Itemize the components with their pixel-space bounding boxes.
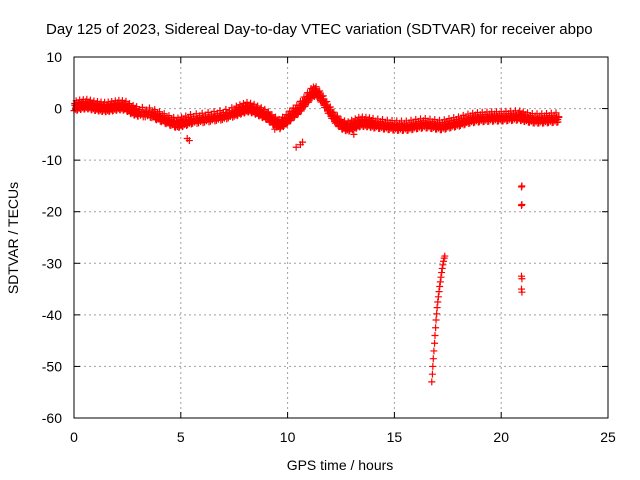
data-point: [145, 104, 153, 112]
data-point: [429, 355, 437, 363]
data-point: [439, 261, 447, 269]
axis-ticks: 0 5 10 15 20 25 10 0 -10 -20 -30 -40 -50 -60: [42, 49, 616, 445]
data-point: [436, 278, 444, 286]
data-point: [332, 113, 340, 121]
y-axis-label: SDTVAR / TECUs: [5, 182, 21, 294]
data-point: [432, 324, 440, 332]
data-point: [428, 378, 436, 386]
data-point: [518, 288, 526, 296]
data-point: [430, 347, 438, 355]
data-point: [292, 143, 300, 151]
data-point: [350, 130, 358, 138]
x-tick-label: 5: [177, 429, 185, 445]
data-points: [70, 83, 563, 386]
data-point: [435, 288, 443, 296]
data-point: [198, 109, 206, 117]
y-tick-label: -50: [42, 358, 62, 374]
data-point: [437, 273, 445, 281]
data-point: [160, 110, 168, 118]
y-tick-label: -40: [42, 307, 62, 323]
data-point: [267, 112, 275, 120]
data-point: [433, 304, 441, 312]
x-tick-label: 0: [70, 429, 78, 445]
data-point: [263, 109, 271, 117]
x-tick-label: 10: [280, 429, 296, 445]
data-point: [438, 269, 446, 277]
data-point: [333, 112, 341, 120]
data-point: [432, 316, 440, 324]
y-tick-label: 10: [46, 49, 62, 65]
data-point: [316, 87, 324, 95]
data-point: [185, 137, 193, 145]
data-point: [555, 113, 563, 121]
y-tick-label: -10: [42, 152, 62, 168]
data-point: [151, 106, 159, 114]
x-axis-label: GPS time / hours: [287, 457, 394, 473]
data-point: [81, 105, 89, 113]
x-tick-label: 25: [600, 429, 616, 445]
data-point: [431, 339, 439, 347]
data-point: [299, 138, 307, 146]
data-point: [276, 124, 284, 132]
data-point: [132, 109, 140, 117]
x-tick-label: 15: [387, 429, 403, 445]
data-point: [270, 115, 278, 123]
y-tick-label: -20: [42, 204, 62, 220]
data-point: [204, 108, 212, 116]
data-point: [518, 200, 526, 208]
plot-frame: [73, 56, 609, 419]
data-point: [138, 103, 146, 111]
data-point: [192, 110, 200, 118]
y-tick-label: -30: [42, 255, 62, 271]
data-point: [428, 370, 436, 378]
data-point: [434, 293, 442, 301]
data-point: [222, 105, 230, 113]
data-point: [319, 92, 327, 100]
data-point: [280, 121, 288, 129]
data-point: [518, 275, 526, 283]
data-point: [433, 310, 441, 318]
data-point: [431, 331, 439, 339]
data-point: [155, 108, 163, 116]
data-point: [434, 298, 442, 306]
data-point: [552, 109, 560, 117]
data-point: [216, 107, 224, 115]
data-point: [440, 257, 448, 265]
data-point: [518, 182, 526, 190]
data-point: [323, 98, 331, 106]
data-point: [330, 108, 338, 116]
data-point: [126, 100, 134, 108]
data-point: [261, 105, 269, 113]
data-point: [554, 118, 562, 126]
data-point: [438, 264, 446, 272]
data-point: [312, 83, 320, 91]
data-point: [441, 252, 449, 260]
data-point: [314, 88, 322, 96]
y-tick-label: -60: [42, 410, 62, 426]
data-point: [271, 113, 279, 121]
data-point: [436, 282, 444, 290]
data-point: [429, 362, 437, 370]
chart-title: Day 125 of 2023, Sidereal Day-to-day VTE…: [46, 21, 593, 38]
data-point: [271, 125, 279, 133]
data-point: [228, 104, 236, 112]
data-point: [326, 103, 334, 111]
data-point: [268, 111, 276, 119]
data-point: [210, 107, 218, 115]
data-point: [264, 108, 272, 116]
y-tick-label: 0: [54, 101, 62, 117]
x-tick-label: 20: [493, 429, 509, 445]
data-point: [122, 97, 130, 105]
